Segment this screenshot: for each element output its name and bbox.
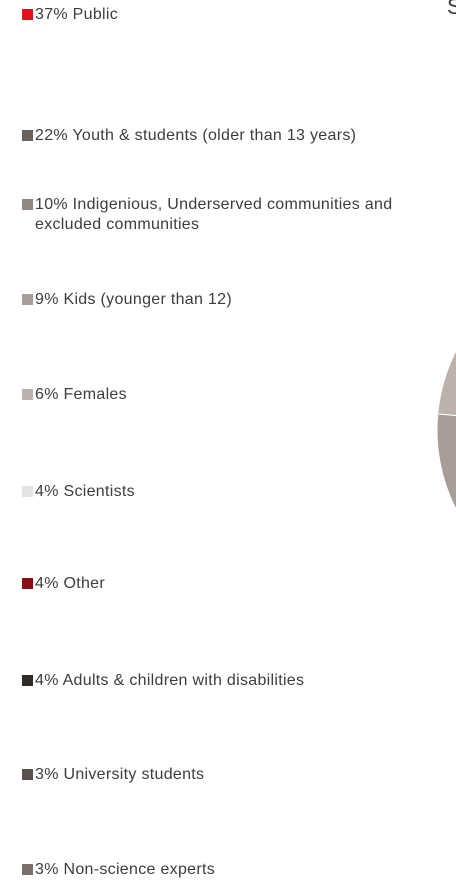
legend-swatch [22,389,33,400]
legend-swatch [22,578,33,589]
legend-swatch [22,130,33,141]
legend-swatch [22,294,33,305]
legend-swatch [22,199,33,210]
legend-item: 3% University students [22,765,456,785]
legend-label: 9% Kids (younger than 12) [22,290,456,310]
legend-label: 3% University students [22,765,456,785]
legend-label: 4% Adults & children with disabilities [22,671,456,691]
legend-label: 22% Youth & students (older than 13 year… [22,126,456,146]
legend-swatch [22,9,33,20]
legend-swatch [22,486,33,497]
legend-label: 37% Public [22,5,456,25]
legend-item: 9% Kids (younger than 12) [22,290,456,310]
legend-label: 6% Females [22,385,456,405]
legend-item: 37% Public [22,5,456,25]
legend-swatch [22,864,33,875]
legend-swatch [22,769,33,780]
legend-swatch [22,675,33,686]
legend-label: 3% Non-science experts [22,860,456,880]
legend-item: 22% Youth & students (older than 13 year… [22,126,456,146]
legend-label: 10% Indigenious, Underserved communities… [22,195,456,235]
legend-item: 3% Non-science experts [22,860,456,880]
legend-item: 4% Adults & children with disabilities [22,671,456,691]
legend-item: 6% Females [22,385,456,405]
legend-item: 10% Indigenious, Underserved communities… [22,195,456,235]
legend-item: 4% Other [22,574,456,594]
legend-label: 4% Other [22,574,456,594]
legend-label: 4% Scientists [22,482,456,502]
legend-item: 4% Scientists [22,482,456,502]
